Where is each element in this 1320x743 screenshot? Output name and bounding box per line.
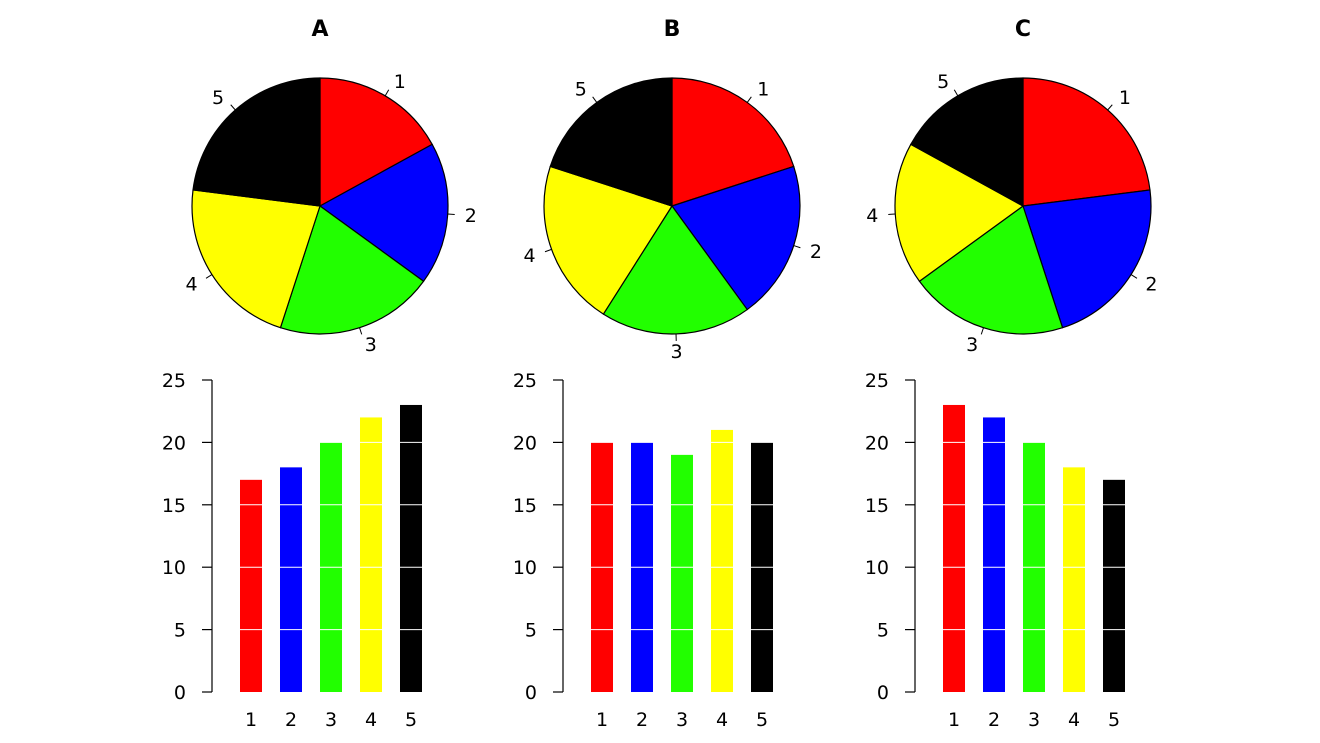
x-tick-label: 4 [716, 709, 728, 731]
pie-title: C [1015, 17, 1031, 42]
pie-slice-label: 5 [575, 79, 587, 101]
pie-label-tick [384, 89, 390, 97]
pie-slice [910, 77, 1024, 207]
pie-label-tick [359, 327, 363, 335]
pie-slice [319, 77, 433, 207]
pie-slice-label: 5 [937, 71, 949, 93]
pie-slice-label: 1 [757, 79, 769, 101]
bar [711, 429, 733, 692]
y-tick-label: 15 [513, 495, 537, 517]
x-tick-label: 1 [948, 709, 960, 731]
pie-slice-label: 4 [524, 245, 536, 267]
bar [671, 454, 693, 692]
pie-label-tick [205, 274, 213, 279]
bar [360, 417, 382, 692]
pie-slice-label: 2 [1145, 274, 1157, 296]
pie-slice-label: 5 [212, 87, 224, 109]
bar [943, 404, 965, 692]
bar [1063, 467, 1085, 692]
y-tick-label: 10 [865, 557, 889, 579]
bar [400, 404, 422, 692]
pie-slice [1022, 189, 1152, 329]
pie-label-tick [544, 248, 552, 253]
x-tick-label: 4 [365, 709, 377, 731]
x-tick-label: 3 [676, 709, 688, 731]
x-tick-label: 1 [596, 709, 608, 731]
pie-slice-label: 2 [810, 241, 822, 263]
x-tick-label: 1 [245, 709, 257, 731]
y-tick-label: 0 [525, 682, 537, 704]
x-tick-label: 5 [756, 709, 768, 731]
pie-label-tick [953, 89, 959, 97]
pie-slice-label: 4 [186, 274, 198, 296]
y-tick-label: 20 [162, 432, 186, 454]
pie-label-tick [1107, 104, 1113, 111]
pie-label-tick [746, 96, 752, 103]
y-tick-label: 10 [162, 557, 186, 579]
bar [240, 479, 262, 692]
pie-label-tick [793, 245, 801, 249]
y-tick-label: 10 [513, 557, 537, 579]
y-tick-label: 20 [865, 432, 889, 454]
bar [280, 467, 302, 692]
pie-label-tick [592, 96, 598, 103]
pie-title: B [664, 17, 681, 42]
y-tick-label: 20 [513, 432, 537, 454]
x-tick-label: 3 [325, 709, 337, 731]
pie-title: A [311, 17, 328, 42]
pie-slice-label: 3 [671, 341, 683, 363]
pie-slice-label: 2 [465, 205, 477, 227]
pie-slice-label: 3 [966, 334, 978, 356]
y-tick-label: 5 [525, 620, 537, 642]
pie-slice [671, 165, 801, 311]
pie-slice [279, 205, 425, 335]
pie-slice-label: 4 [866, 205, 878, 227]
pie-slice [319, 143, 449, 282]
y-tick-label: 15 [865, 495, 889, 517]
x-tick-label: 2 [636, 709, 648, 731]
pie-slice-label: 1 [394, 71, 406, 93]
x-tick-label: 3 [1028, 709, 1040, 731]
pie-label-tick [230, 104, 236, 111]
pie-slice-label: 3 [365, 334, 377, 356]
pie-slice [602, 205, 748, 335]
pie-slice [894, 143, 1024, 282]
bar [1103, 479, 1125, 692]
pie-label-tick [980, 327, 984, 335]
bar [983, 417, 1005, 692]
x-tick-label: 2 [988, 709, 1000, 731]
y-tick-label: 5 [174, 620, 186, 642]
x-tick-label: 5 [1108, 709, 1120, 731]
y-tick-label: 0 [877, 682, 889, 704]
x-tick-label: 2 [285, 709, 297, 731]
y-tick-label: 25 [162, 370, 186, 392]
pie-slice [191, 189, 321, 329]
pie-slice [918, 205, 1064, 335]
y-tick-label: 25 [865, 370, 889, 392]
y-tick-label: 25 [513, 370, 537, 392]
pie-slice-label: 1 [1119, 87, 1131, 109]
x-tick-label: 4 [1068, 709, 1080, 731]
y-tick-label: 15 [162, 495, 186, 517]
y-tick-label: 5 [877, 620, 889, 642]
y-tick-label: 0 [174, 682, 186, 704]
pie-label-tick [1130, 274, 1138, 279]
x-tick-label: 5 [405, 709, 417, 731]
